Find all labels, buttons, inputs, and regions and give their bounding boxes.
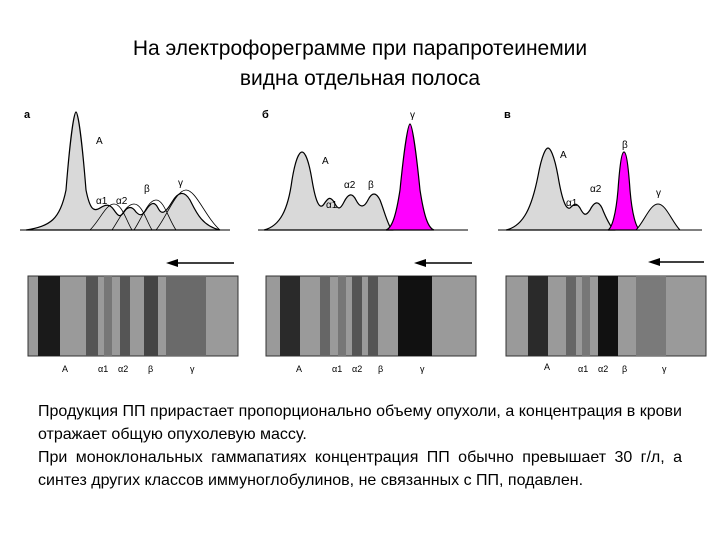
band-label: α1 [98,364,108,374]
peak-label: α1 [326,200,338,211]
band-label: β [148,364,153,374]
band-label: γ [190,364,195,374]
gel-bands [528,276,666,356]
gel-bands [280,276,432,356]
peak-label: α1 [566,198,578,209]
peak-label: γ [178,178,183,189]
band-label: α2 [598,364,608,374]
paraprotein-peak [607,151,641,231]
electropherogram-curve [25,111,221,231]
panel-letter: б [262,109,269,121]
paraprotein-peak [385,123,435,231]
band-label: A [296,364,302,374]
slide-title: На электрофореграмме при парапротеинемии… [60,34,660,94]
peak-label: β [622,140,628,151]
band-label: A [544,362,550,372]
band-label: α1 [332,364,342,374]
paragraph-1: Продукция ПП прирастает пропорционально … [38,403,682,443]
band-label: α1 [578,364,588,374]
peak-label: α2 [344,180,356,191]
gel-bands [38,276,206,356]
peak-label: γ [410,110,415,121]
band-label: α2 [352,364,362,374]
panel-b: б A α1 α2 β γ A α1 α2 β γ [258,100,490,390]
peak-label: A [96,136,103,147]
band-label: γ [662,364,667,374]
peak-label: A [322,156,329,167]
arrow-left-icon [414,259,426,267]
band-label: γ [420,364,425,374]
title-line-2: видна отдельная полоса [239,67,481,90]
panel-a: а A α1 α2 β γ A α1 α [20,100,252,390]
band-label: α2 [118,364,128,374]
band-label: β [378,364,383,374]
arrow-left-icon [648,258,660,266]
peak-label: α2 [116,196,128,207]
peak-label: β [144,184,150,195]
band-label: β [622,364,627,374]
paragraph-2: При моноклональных гаммапатиях концентра… [38,449,682,489]
electropherogram-curve [263,151,394,231]
peak-label: α2 [590,184,602,195]
peak-label: A [560,150,567,161]
panel-c: в A α1 α2 β γ A α1 α2 β γ [486,100,718,390]
peak-label: β [368,180,374,191]
panel-letter: а [24,109,31,121]
band-label: A [62,364,68,374]
peak-label: γ [656,188,661,199]
peak-label: α1 [96,196,108,207]
title-line-1: На электрофореграмме при парапротеинемии [132,37,588,60]
electropherogram-curve [505,147,616,231]
panel-letter: в [504,109,511,121]
arrow-left-icon [166,259,178,267]
description-text: Продукция ПП прирастает пропорционально … [38,400,682,492]
